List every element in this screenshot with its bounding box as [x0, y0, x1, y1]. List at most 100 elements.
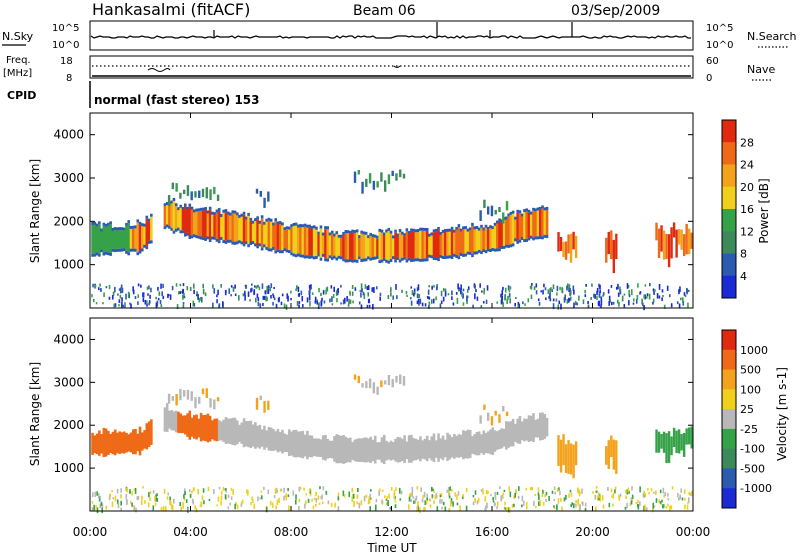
scatter-speck — [180, 506, 182, 512]
echo-edge — [425, 227, 429, 231]
echo-edge — [258, 220, 262, 224]
scatter-speck — [452, 501, 454, 507]
scatter-speck — [272, 295, 275, 299]
late-echo-cell — [670, 227, 673, 259]
echo-edge — [387, 260, 391, 264]
scatter-speck — [129, 489, 131, 494]
echo-cell — [254, 422, 257, 449]
echo-edge — [287, 250, 291, 254]
echo-cell — [514, 219, 517, 239]
scatter-speck — [395, 284, 397, 290]
upper-echo-cell — [267, 400, 270, 410]
scatter-speck — [322, 486, 325, 491]
scatter-speck — [683, 292, 686, 296]
scatter-speck — [416, 507, 418, 512]
echo-cell — [444, 232, 447, 257]
colorbar-tick-label: 16 — [740, 203, 754, 216]
noise-spikes — [213, 22, 573, 37]
echo-edge — [403, 256, 406, 260]
scatter-speck — [220, 284, 222, 288]
echo-cell — [507, 216, 510, 245]
late-echo-cell — [655, 222, 658, 241]
scatter-speck — [630, 497, 633, 504]
echo-cell — [346, 233, 350, 260]
scatter-speck — [599, 496, 602, 502]
scatter-speck — [419, 507, 421, 513]
echo-cell — [410, 434, 413, 463]
upper-echo-cell — [502, 405, 505, 412]
cpid-text: normal (fast stereo) 153 — [94, 93, 260, 107]
scatter-speck — [559, 286, 561, 291]
scatter-speck — [285, 304, 288, 310]
echo-edge — [505, 244, 508, 248]
scatter-speck — [459, 505, 461, 512]
scatter-speck — [371, 287, 374, 292]
echo-edge — [389, 230, 393, 234]
scatter-speck — [667, 492, 669, 497]
echo-cell — [484, 432, 488, 454]
scatter-speck — [368, 496, 371, 501]
scatter-speck — [240, 503, 243, 507]
echo-cell — [405, 441, 409, 460]
echo-cell — [283, 433, 287, 452]
scatter-speck — [132, 286, 134, 292]
scatter-speck — [626, 489, 629, 495]
scatter-speck — [310, 284, 312, 290]
scatter-speck — [101, 507, 103, 514]
echo-cell — [344, 436, 348, 463]
echo-cell — [138, 426, 142, 456]
scatter-speck — [407, 504, 410, 510]
echo-edge — [466, 228, 470, 232]
upper-echo-cell — [402, 173, 406, 179]
scatter-speck — [379, 296, 381, 301]
scatter-speck — [112, 497, 114, 500]
scatter-speck — [439, 494, 442, 498]
scatter-speck — [616, 299, 619, 304]
upper-echo-cell — [490, 416, 494, 426]
freq-label: Freq. — [6, 55, 31, 66]
scatter-speck — [358, 301, 361, 305]
upper-echo-cell — [353, 171, 357, 183]
scatter-speck — [560, 497, 562, 502]
scatter-speck — [220, 495, 223, 501]
scatter-speck — [629, 502, 632, 506]
echo-cell — [188, 206, 192, 236]
echo-cell — [100, 434, 103, 454]
echo-edge — [428, 254, 431, 258]
scatter-speck — [204, 292, 207, 297]
echo-cell — [100, 231, 103, 250]
echo-edge — [468, 251, 472, 255]
late-echo-cell — [615, 233, 618, 260]
scatter-speck — [625, 489, 627, 494]
scatter-speck — [274, 488, 277, 494]
echo-cell — [475, 432, 479, 456]
scatter-speck — [182, 501, 184, 507]
scatter-speck — [450, 489, 453, 492]
scatter-speck — [162, 506, 165, 511]
scatter-speck — [575, 500, 577, 504]
echo-edge — [419, 258, 422, 262]
nave-label: Nave — [747, 63, 775, 76]
scatter-speck — [140, 284, 142, 288]
echo-edge — [290, 252, 293, 256]
scatter-speck — [466, 295, 469, 299]
echo-edge — [446, 255, 449, 259]
scatter-speck — [166, 496, 169, 500]
echo-cell — [342, 435, 345, 464]
scatter-speck — [496, 506, 498, 510]
echo-edge — [432, 229, 436, 233]
echo-edge — [222, 209, 226, 213]
scatter-speck — [644, 492, 647, 497]
scatter-speck — [538, 494, 540, 501]
scatter-speck — [230, 496, 233, 500]
echo-cell — [299, 431, 302, 458]
scatter-speck — [99, 283, 101, 287]
echo-cell — [224, 212, 228, 241]
scatter-speck — [121, 287, 124, 294]
scatter-speck — [360, 283, 363, 289]
scatter-speck — [655, 490, 657, 496]
scatter-speck — [534, 506, 537, 509]
scatter-speck — [541, 493, 544, 498]
scatter-speck — [169, 294, 172, 300]
